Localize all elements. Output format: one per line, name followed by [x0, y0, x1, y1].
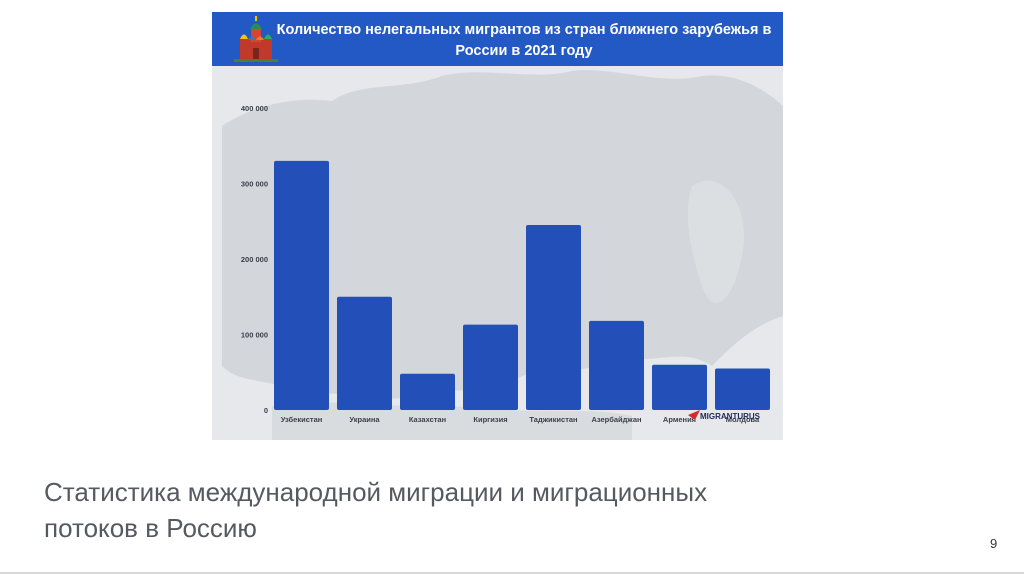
bar — [715, 368, 770, 410]
bar — [652, 364, 707, 410]
x-tick-label: Армения — [663, 415, 696, 424]
bar — [589, 320, 644, 410]
bar — [274, 160, 329, 410]
chart-title: Количество нелегальных мигрантов из стра… — [276, 22, 772, 59]
slide-caption: Статистика международной миграции и мигр… — [44, 477, 708, 543]
chart-header: Количество нелегальных мигрантов из стра… — [212, 12, 783, 66]
y-tick-label: 0 — [264, 406, 268, 415]
chart-image: Количество нелегальных мигрантов из стра… — [212, 12, 783, 440]
x-tick-label: Таджикистан — [529, 415, 577, 424]
y-tick-label: 400 000 — [241, 104, 268, 113]
x-tick-label: Узбекистан — [281, 415, 323, 424]
x-tick-label: Украина — [349, 415, 380, 424]
x-tick-label: Киргизия — [473, 415, 507, 424]
brand-label: MIGRANTURUS — [700, 412, 760, 421]
y-tick-label: 100 000 — [241, 331, 268, 340]
y-tick-label: 200 000 — [241, 255, 268, 264]
bars — [274, 160, 770, 410]
bar — [463, 324, 518, 410]
kremlin-church-icon — [234, 16, 278, 62]
x-tick-label: Молдова — [726, 415, 760, 424]
x-tick-label: Азербайджан — [591, 415, 641, 424]
x-tick-label: Казахстан — [409, 415, 446, 424]
x-axis: Узбекистан Украина Казахстан Киргизия Таджик… — [281, 415, 760, 424]
bar — [400, 373, 455, 410]
bar — [526, 225, 581, 410]
migranturus-logo-icon — [688, 410, 700, 420]
y-axis: 0 100 000 200 000 300 000 400 000 — [241, 104, 268, 415]
page-number: 9 — [990, 536, 998, 551]
bar — [337, 296, 392, 410]
bar-chart: 0 100 000 200 000 300 000 400 000 Узбекистан… — [222, 70, 783, 440]
bottom-divider — [0, 572, 1024, 574]
y-tick-label: 300 000 — [241, 180, 268, 189]
